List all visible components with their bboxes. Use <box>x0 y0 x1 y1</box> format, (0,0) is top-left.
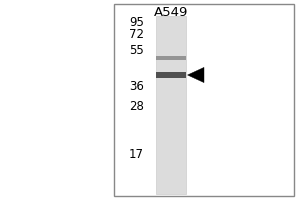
Text: A549: A549 <box>154 5 188 19</box>
Text: 95: 95 <box>129 17 144 29</box>
Text: 55: 55 <box>129 45 144 58</box>
FancyBboxPatch shape <box>156 72 186 78</box>
FancyBboxPatch shape <box>156 56 186 60</box>
Text: 72: 72 <box>129 28 144 42</box>
Polygon shape <box>188 67 204 83</box>
Text: 17: 17 <box>129 148 144 160</box>
Text: 36: 36 <box>129 79 144 92</box>
FancyBboxPatch shape <box>156 16 186 194</box>
Text: 28: 28 <box>129 100 144 114</box>
FancyBboxPatch shape <box>114 4 294 196</box>
